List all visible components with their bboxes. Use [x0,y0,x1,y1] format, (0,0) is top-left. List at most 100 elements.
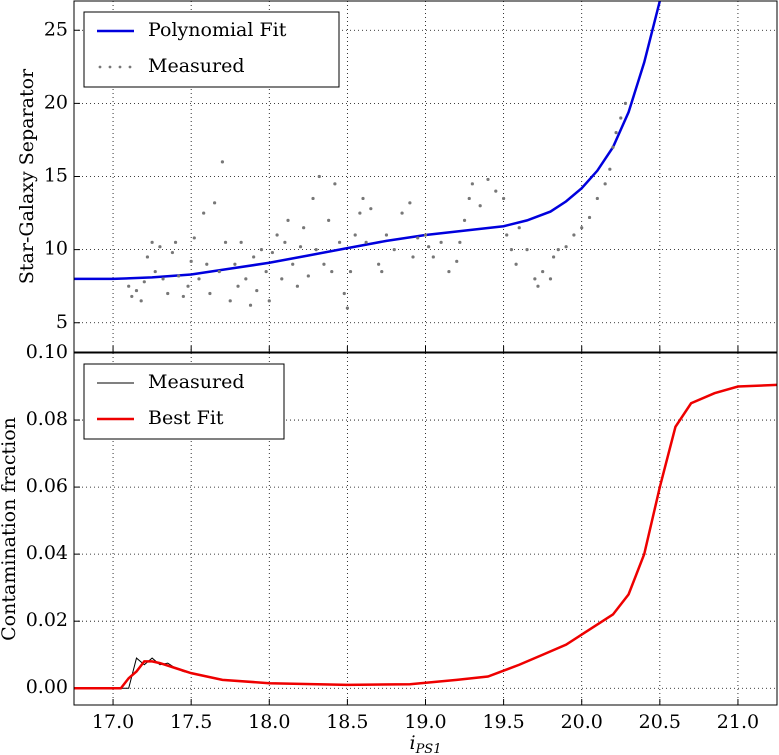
y-tick-label: 0.10 [26,341,68,363]
point [384,233,389,237]
point [505,233,509,237]
point [541,269,545,274]
point [213,201,217,205]
legend-label: Best Fit [148,407,224,429]
x-tick-label: 21.0 [717,711,759,733]
point [173,240,178,244]
point [380,269,384,274]
point [330,269,334,274]
x-tick-label: 20.0 [561,711,603,733]
point [306,274,310,278]
point [139,299,143,303]
point [248,303,253,307]
y-tick-label: 0.06 [26,475,68,497]
point [548,277,553,281]
point [614,131,618,135]
legend-label: Measured [148,55,245,77]
point [286,218,290,222]
point [317,174,321,179]
point [223,240,228,244]
legend-swatch [128,65,132,69]
point [494,189,498,193]
point [447,269,451,274]
plot-area [74,1,662,310]
y-tick-label: 0.02 [26,609,68,631]
point [608,167,612,171]
series-line [74,1,662,281]
point [259,248,264,252]
point [603,182,607,186]
point [291,262,295,266]
point [470,182,474,186]
point [572,233,576,237]
point [233,262,237,266]
point [611,145,615,149]
point [302,226,306,230]
point [205,262,209,266]
point [361,196,365,201]
point [264,269,268,274]
point [280,277,284,281]
point [186,284,190,288]
point [580,226,584,230]
legend [83,11,340,88]
point [314,248,318,252]
point [377,262,381,266]
x-tick-label: 17.0 [92,711,134,733]
legend-swatch [108,65,112,69]
point [392,248,396,252]
point [295,284,299,288]
legend-swatch [118,65,122,69]
point [462,218,467,222]
y-tick-label: 15 [44,165,68,187]
point [467,196,471,201]
point [486,177,490,182]
plot-area [74,383,777,690]
point [189,259,193,263]
x-tick-label: 19.0 [404,711,446,733]
y-tick-label: 5 [56,311,68,333]
legend-swatch [98,65,102,69]
y-tick-label: 0.04 [26,542,68,564]
point [130,294,134,299]
point [502,196,506,201]
y-tick-label: 0.08 [26,408,68,430]
x-axis-label: iPS1 [409,732,441,755]
point [564,245,568,249]
point [353,233,357,237]
point [177,274,181,278]
point [455,259,459,263]
point [142,280,146,284]
point [345,306,349,310]
point [161,277,165,281]
point [525,248,529,252]
point [220,160,225,164]
point [158,245,162,249]
point [416,236,420,240]
y-axis-label: Contamination fraction [0,417,20,641]
point [153,269,157,274]
point [533,277,537,281]
point [431,255,435,259]
point [595,196,599,201]
point [270,250,275,255]
point [342,291,346,296]
point [400,211,404,215]
point [337,240,342,244]
point [552,255,556,259]
x-tick-label: 20.5 [639,711,681,733]
y-tick-label: 0.00 [26,676,68,698]
point [587,215,592,220]
x-axis-label-sub: PS1 [415,742,442,755]
x-tick-label: 19.5 [482,711,524,733]
point [236,284,240,288]
point [197,277,201,281]
point [192,236,196,240]
point [127,284,131,288]
point [369,207,373,211]
point [150,240,154,244]
point [208,291,212,296]
point [166,291,170,296]
point [478,204,482,208]
